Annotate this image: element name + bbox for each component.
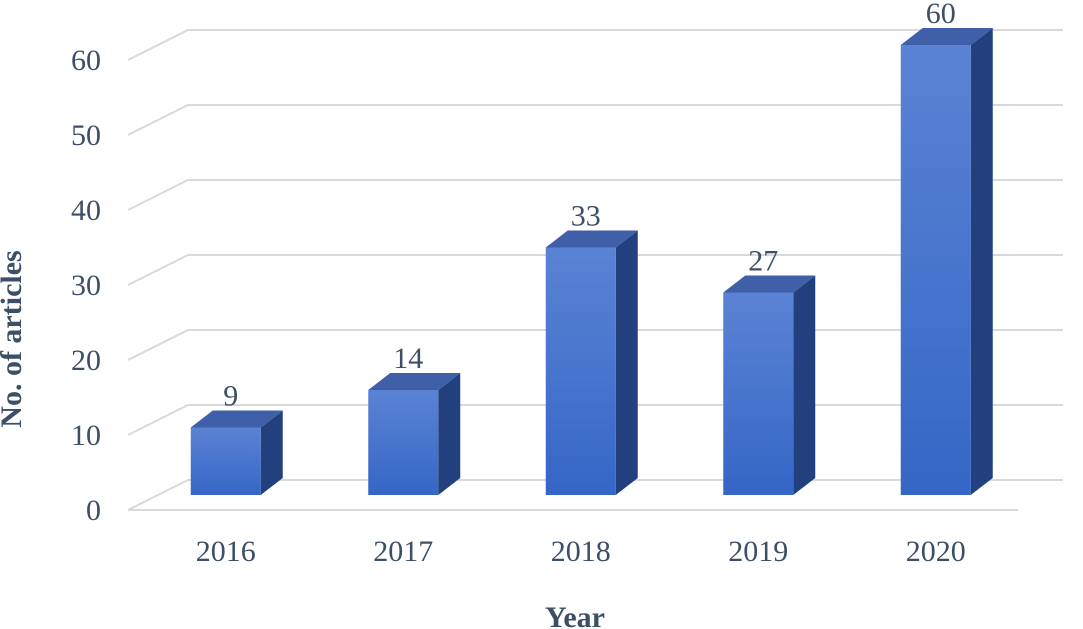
bar-side-face <box>970 28 993 495</box>
y-tick-label: 30 <box>71 269 101 302</box>
y-axis-ticks: 0 10 20 30 40 50 60 <box>71 44 101 527</box>
bar <box>190 410 283 495</box>
bar-top-face <box>190 410 283 428</box>
bar-top-face <box>900 28 993 45</box>
x-tick-label: 2019 <box>728 535 788 568</box>
x-tick-label: 2016 <box>196 535 256 568</box>
y-tick-label: 0 <box>86 494 101 527</box>
bar-side-face <box>260 410 283 495</box>
bar <box>723 275 816 495</box>
bar-top-face <box>368 373 461 390</box>
bar-front-face <box>723 292 794 495</box>
bar <box>900 28 993 495</box>
data-label: 60 <box>926 0 956 30</box>
bar <box>545 230 638 495</box>
bars: 9 14 33 27 60 <box>190 0 993 495</box>
bar-front-face <box>900 45 971 495</box>
gridline <box>127 104 1063 136</box>
y-tick-label: 60 <box>71 44 101 77</box>
x-tick-label: 2018 <box>551 535 611 568</box>
x-tick-label: 2020 <box>906 535 966 568</box>
y-tick-label: 50 <box>71 119 101 152</box>
bar-front-face <box>368 390 439 495</box>
y-tick-label: 40 <box>71 194 101 227</box>
x-axis-title: Year <box>545 601 605 629</box>
y-axis-title: No. of articles <box>0 250 28 427</box>
data-label: 33 <box>571 200 601 233</box>
bar <box>368 373 461 495</box>
gridline <box>127 29 1063 61</box>
y-tick-label: 20 <box>71 344 101 377</box>
bar-top-face <box>723 275 816 293</box>
gridline <box>127 254 1063 286</box>
data-label: 9 <box>223 380 238 413</box>
bar-side-face <box>793 275 816 495</box>
x-axis-ticks: 2016 2017 2018 2019 2020 <box>196 535 966 568</box>
data-label: 27 <box>748 245 778 278</box>
bar-side-face <box>615 230 638 495</box>
data-label: 14 <box>393 342 423 375</box>
y-tick-label: 10 <box>71 419 101 452</box>
gridlines <box>127 29 1063 511</box>
bar-side-face <box>438 373 461 495</box>
bar-front-face <box>190 427 261 495</box>
gridline <box>127 179 1063 211</box>
bar-front-face <box>545 247 616 495</box>
bar-top-face <box>545 230 638 248</box>
x-tick-label: 2017 <box>373 535 433 568</box>
